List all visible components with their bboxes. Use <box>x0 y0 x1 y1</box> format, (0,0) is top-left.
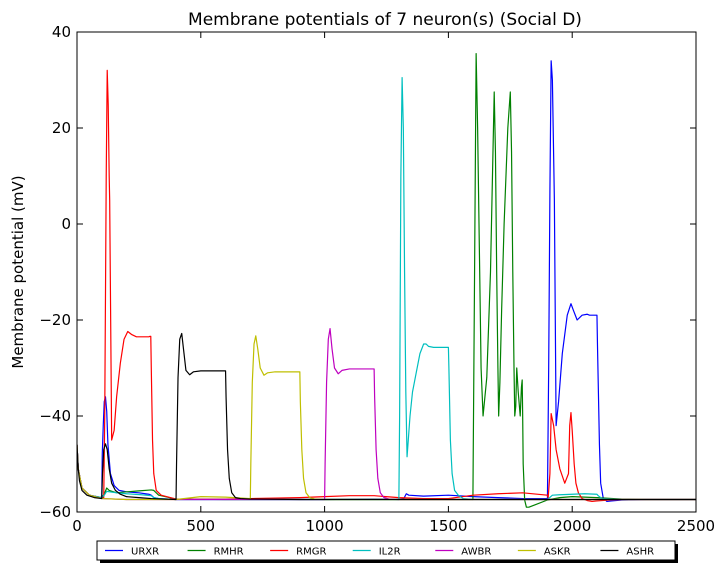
x-tick-label: 2500 <box>677 517 715 535</box>
legend-label-ashr: ASHR <box>626 547 654 558</box>
series-line-ashr <box>77 332 696 501</box>
legend-label-rmhr: RMHR <box>214 547 244 558</box>
chart-title: Membrane potentials of 7 neuron(s) (Soci… <box>188 10 582 30</box>
legend-label-il2r: IL2R <box>379 547 401 558</box>
x-tick-label: 1000 <box>306 517 344 535</box>
x-tick-label: 500 <box>186 517 215 535</box>
series-line-il2r <box>77 76 696 501</box>
legend: URXR RMHR RMGR IL2R AWBR ASKR ASHR <box>96 540 678 563</box>
y-tick-label: −60 <box>39 503 71 521</box>
y-tick-label: −40 <box>39 407 71 425</box>
x-tick-label: 0 <box>72 517 82 535</box>
y-tick-label: 0 <box>61 215 71 233</box>
axis-ticks: 0 500 1000 1500 2000 2500 −60 −40 −20 0 20 40 <box>39 23 715 535</box>
series-line-awbr <box>77 328 696 501</box>
y-tick-label: 40 <box>52 23 71 41</box>
legend-box <box>96 540 676 561</box>
plot-frame <box>76 31 697 513</box>
x-tick-label: 1500 <box>429 517 467 535</box>
legend-label-urxr: URXR <box>131 547 159 558</box>
legend-label-askr: ASKR <box>544 547 571 558</box>
y-tick-label: 20 <box>52 119 71 137</box>
y-tick-label: −20 <box>39 311 71 329</box>
x-tick-label: 2000 <box>553 517 591 535</box>
series-layer <box>77 52 696 508</box>
series-line-rmhr <box>77 52 696 508</box>
legend-label-awbr: AWBR <box>461 547 491 558</box>
legend-label-rmgr: RMGR <box>296 547 326 558</box>
series-line-rmgr <box>77 69 696 503</box>
series-line-askr <box>77 335 696 501</box>
series-line-urxr <box>77 60 696 503</box>
y-axis-label: Membrane potential (mV) <box>9 175 27 368</box>
